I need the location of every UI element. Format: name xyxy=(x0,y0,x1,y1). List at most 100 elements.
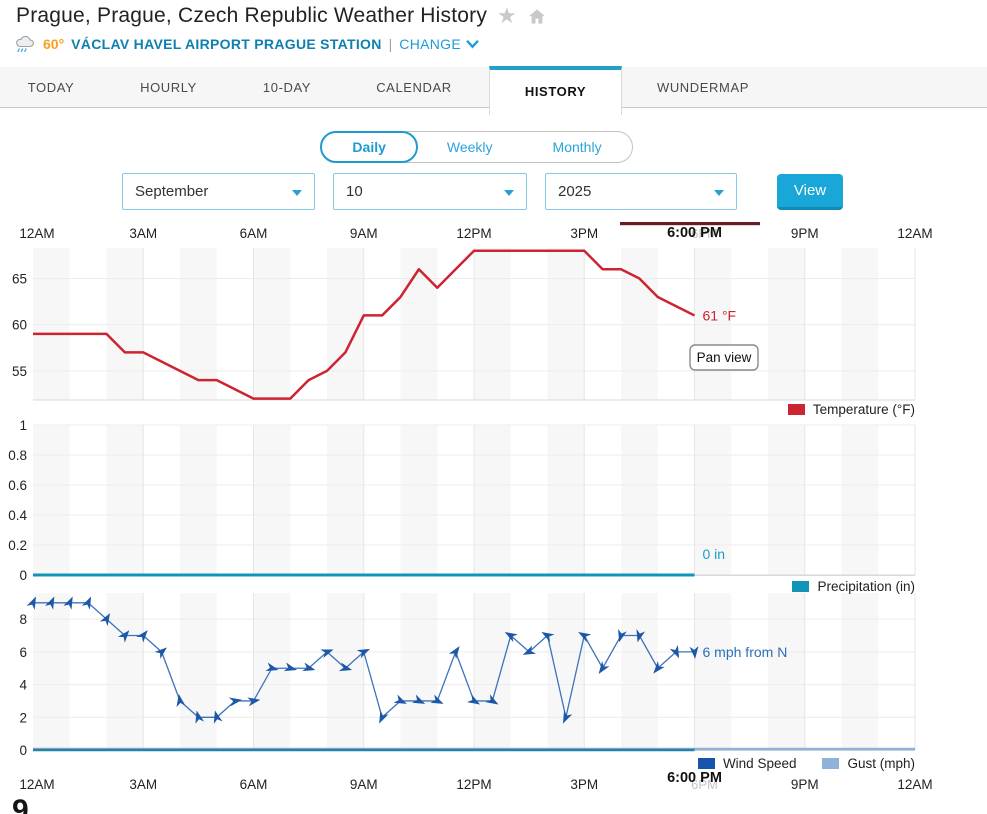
wind-direction-arrow-icon xyxy=(689,646,699,659)
axis-tick-label: 6AM xyxy=(240,226,268,241)
tab-hourly[interactable]: HOURLY xyxy=(140,80,197,95)
month-select[interactable]: September xyxy=(122,173,315,210)
temperature-legend: Temperature (°F) xyxy=(787,402,915,417)
select-arrow-icon xyxy=(714,190,724,196)
chart-stripe xyxy=(327,425,364,575)
chart-stripe xyxy=(33,248,70,400)
chart-stripe xyxy=(253,593,291,750)
wind-direction-arrow-icon xyxy=(356,648,371,659)
chart-stripe xyxy=(841,593,879,750)
wind-direction-arrow-icon xyxy=(302,662,316,672)
select-arrow-icon xyxy=(292,190,302,196)
chart-stripe xyxy=(474,593,511,750)
wind-direction-arrow-icon xyxy=(636,629,646,643)
chart-stripe xyxy=(253,425,291,575)
tab-calendar[interactable]: CALENDAR xyxy=(376,80,452,95)
wind-direction-arrow-icon xyxy=(176,694,186,708)
axis-tick-ghost: 6PM xyxy=(691,777,718,792)
axis-tick-label: 12PM xyxy=(456,777,491,792)
chart-stripe xyxy=(768,593,805,750)
wind-direction-arrow-icon xyxy=(117,630,130,643)
chart-stripe xyxy=(180,248,217,400)
gust-legend-label: Gust (mph) xyxy=(847,756,915,771)
pan-view-tooltip-label: Pan view xyxy=(697,350,752,365)
wind-direction-arrow-icon xyxy=(154,647,167,659)
chart-stripe xyxy=(474,248,511,400)
wind-direction-arrow-icon xyxy=(541,632,555,643)
tab-today[interactable]: TODAY xyxy=(27,80,75,95)
wind-direction-arrow-icon xyxy=(379,710,389,724)
wind-direction-arrow-icon xyxy=(63,596,73,610)
station-bar: 60° VÁCLAV HAVEL AIRPORT PRAGUE STATION … xyxy=(14,33,480,54)
y-axis-tick-label: 0.2 xyxy=(8,538,27,553)
y-axis-tick-label: 0 xyxy=(19,568,27,583)
toggle-daily[interactable]: Daily xyxy=(320,131,418,163)
range-toggle: Daily Weekly Monthly xyxy=(320,131,633,163)
precipitation-legend: Precipitation (in) xyxy=(792,579,915,594)
y-axis-tick-label: 65 xyxy=(12,271,27,286)
tab-10-day[interactable]: 10-DAY xyxy=(262,80,312,95)
chart-stripe xyxy=(327,593,364,750)
wind-direction-arrow-icon xyxy=(265,662,279,672)
pan-scrollbar-handle[interactable] xyxy=(620,222,760,226)
select-arrow-icon xyxy=(504,190,514,196)
y-axis-tick-label: 55 xyxy=(12,364,27,379)
temperature-legend-label: Temperature (°F) xyxy=(812,402,915,417)
y-axis-tick-label: 1 xyxy=(19,418,27,433)
year-select[interactable]: 2025 xyxy=(545,173,737,210)
y-axis-tick-label: 0.8 xyxy=(8,448,27,463)
axis-tick-label: 9AM xyxy=(350,226,378,241)
home-icon[interactable] xyxy=(527,7,547,26)
wind-direction-arrow-icon xyxy=(669,644,680,659)
precipitation-legend-label: Precipitation (in) xyxy=(817,579,915,594)
toggle-weekly[interactable]: Weekly xyxy=(446,139,493,155)
current-time-label: 6:00 PM xyxy=(667,225,722,241)
pan-view-tooltip xyxy=(689,344,759,371)
wind-direction-arrow-icon xyxy=(81,596,92,610)
wind-direction-arrow-icon xyxy=(485,694,499,705)
date-controls: September 10 2025 View xyxy=(122,173,843,210)
chart-stripe xyxy=(768,425,805,575)
axis-tick-label: 12AM xyxy=(897,777,932,792)
temperature-line xyxy=(33,249,696,400)
axis-tick-label: 9PM xyxy=(791,226,819,241)
conditions-rain-icon xyxy=(14,33,36,54)
footer-partial-glyph: 9 xyxy=(12,794,29,814)
day-select[interactable]: 10 xyxy=(333,173,527,210)
wind-direction-arrow-icon xyxy=(598,661,610,674)
axis-tick-label: 9AM xyxy=(350,777,378,792)
toggle-monthly[interactable]: Monthly xyxy=(552,139,602,155)
chart-stripe xyxy=(621,593,658,750)
chart-stripe xyxy=(327,248,364,400)
tab-bar: TODAY HOURLY 10-DAY CALENDAR HISTORY WUN… xyxy=(0,66,987,115)
y-axis-tick-label: 8 xyxy=(19,612,27,627)
charts-region[interactable]: 12AM 3AM 6AM 9AM 12PM 3PM 6PM 6:00 PM 9PM 12AM 12A… xyxy=(0,222,987,800)
axis-tick-label: 12AM xyxy=(897,226,932,241)
y-axis-tick-label: 0.6 xyxy=(8,478,27,493)
view-button[interactable]: View xyxy=(777,173,843,210)
favorite-star-icon[interactable]: ★ xyxy=(497,3,517,28)
tab-wundermap[interactable]: WUNDERMAP xyxy=(656,80,750,95)
temperature-swatch xyxy=(787,404,805,415)
wind-direction-arrow-icon xyxy=(448,646,460,659)
axis-tick-label: 3AM xyxy=(129,226,157,241)
wind-direction-arrow-icon xyxy=(338,662,353,672)
station-name-link[interactable]: VÁCLAV HAVEL AIRPORT PRAGUE STATION xyxy=(71,35,382,52)
year-select-value: 2025 xyxy=(558,183,592,200)
y-axis-tick-label: 0 xyxy=(19,743,27,758)
wind-legend: Wind Speed Gust (mph) xyxy=(697,756,915,771)
y-axis-tick-label: 2 xyxy=(19,710,27,725)
axis-tick-label: 12AM xyxy=(19,226,54,241)
wind-direction-arrow-icon xyxy=(228,697,243,707)
axis-tick-label: 12AM xyxy=(19,777,54,792)
month-select-value: September xyxy=(135,183,209,200)
page-title: Prague, Prague, Czech Republic Weather H… xyxy=(16,4,488,27)
wind-direction-arrow-icon xyxy=(578,632,592,643)
tab-history[interactable]: HISTORY xyxy=(489,66,622,115)
wind-direction-arrow-icon xyxy=(99,613,110,627)
change-station-link[interactable]: CHANGE xyxy=(399,36,480,52)
chart-stripe xyxy=(841,425,879,575)
day-select-value: 10 xyxy=(346,183,363,200)
wind-direction-arrow-icon xyxy=(247,697,261,707)
